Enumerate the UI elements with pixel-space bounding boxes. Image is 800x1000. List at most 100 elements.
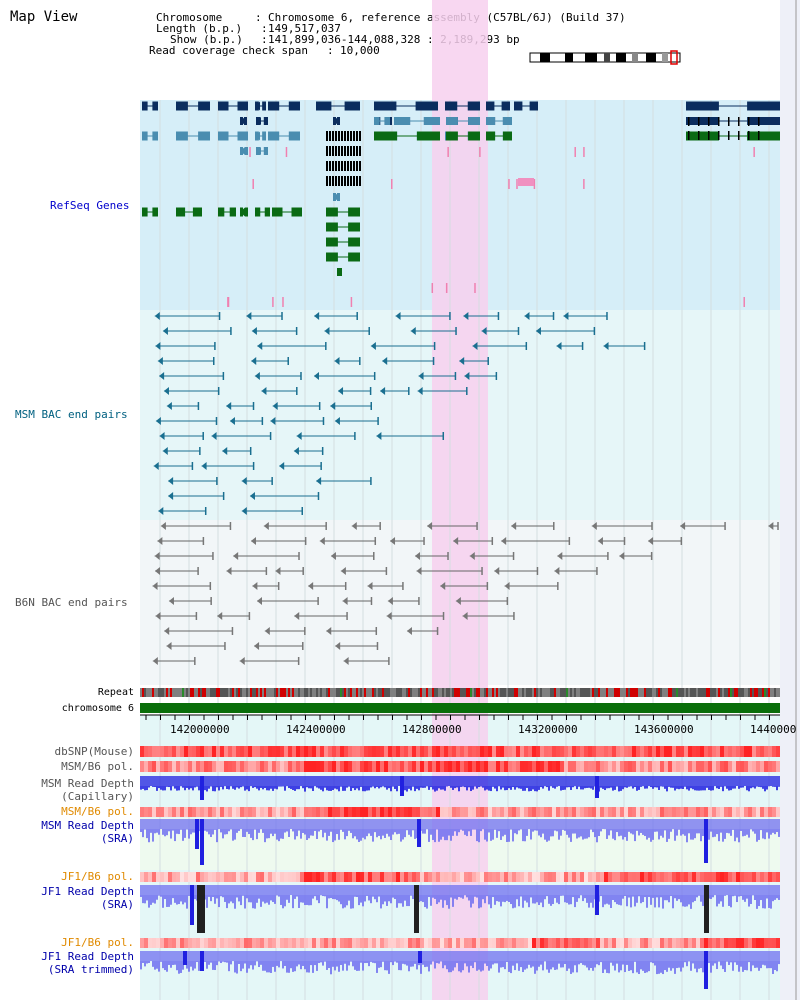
- bac-end-pair[interactable]: [241, 477, 273, 485]
- bac-end-pair[interactable]: [257, 597, 319, 605]
- bac-end-pair[interactable]: [464, 372, 498, 380]
- gene-feature[interactable]: [326, 207, 360, 217]
- bac-end-pair[interactable]: [427, 522, 478, 530]
- gene-small-feature[interactable]: [474, 283, 476, 293]
- bac-end-pair[interactable]: [263, 522, 327, 530]
- bac-end-pair[interactable]: [554, 567, 598, 575]
- bac-end-pair[interactable]: [324, 327, 370, 335]
- bac-end-pair[interactable]: [367, 582, 404, 590]
- gene-feature[interactable]: [326, 237, 360, 247]
- gene-small-feature[interactable]: [272, 297, 274, 307]
- bac-end-pair[interactable]: [160, 522, 232, 530]
- bac-end-pair[interactable]: [162, 447, 201, 455]
- refseq-genes-track[interactable]: [142, 101, 780, 308]
- bac-end-pair[interactable]: [619, 552, 653, 560]
- repeat-track[interactable]: [140, 688, 780, 697]
- bac-end-pair[interactable]: [155, 417, 218, 425]
- bac-end-pair[interactable]: [459, 357, 489, 365]
- bac-end-pair[interactable]: [535, 327, 596, 335]
- bac-end-pair[interactable]: [166, 402, 200, 410]
- gene-feature[interactable]: [486, 101, 510, 111]
- bac-end-pair[interactable]: [158, 507, 207, 515]
- bac-end-pair[interactable]: [453, 537, 494, 545]
- gene-feature[interactable]: [218, 101, 248, 111]
- bac-end-pair[interactable]: [603, 342, 646, 350]
- chromosome-bar[interactable]: [140, 703, 780, 713]
- bac-end-pair[interactable]: [330, 402, 372, 410]
- gene-feature[interactable]: [514, 101, 538, 111]
- gene-feature[interactable]: [218, 131, 248, 141]
- bac-end-pair[interactable]: [251, 357, 289, 365]
- gene-feature[interactable]: [374, 117, 390, 125]
- bac-end-pair[interactable]: [272, 402, 321, 410]
- bac-end-pair[interactable]: [351, 522, 381, 530]
- gene-small-feature[interactable]: [518, 178, 534, 186]
- bac-end-pair[interactable]: [314, 312, 358, 320]
- bac-end-pair[interactable]: [382, 357, 435, 365]
- gene-feature[interactable]: [394, 117, 440, 125]
- gene-small-feature[interactable]: [753, 147, 755, 157]
- bac-end-pair[interactable]: [155, 342, 216, 350]
- gene-feature[interactable]: [255, 131, 266, 141]
- refseq-genes-label[interactable]: RefSeq Genes: [50, 199, 129, 212]
- bac-end-pair[interactable]: [387, 597, 420, 605]
- bac-end-pair[interactable]: [340, 567, 388, 575]
- bac-end-pair[interactable]: [390, 537, 425, 545]
- gene-small-feature[interactable]: [743, 297, 745, 307]
- bac-end-pair[interactable]: [597, 537, 626, 545]
- bac-end-pair[interactable]: [296, 432, 356, 440]
- gene-feature[interactable]: [326, 146, 361, 156]
- gene-small-feature[interactable]: [508, 179, 510, 189]
- bac-end-pair[interactable]: [155, 612, 198, 620]
- bac-end-pair[interactable]: [261, 387, 298, 395]
- gene-feature[interactable]: [374, 101, 438, 111]
- msm-b6-pol-label[interactable]: MSM/B6 pol.: [61, 760, 134, 773]
- bac-end-pair[interactable]: [462, 612, 515, 620]
- bac-end-pair[interactable]: [418, 372, 457, 380]
- gene-feature[interactable]: [374, 131, 440, 141]
- gene-feature[interactable]: [333, 117, 340, 125]
- gene-feature[interactable]: [218, 207, 236, 217]
- gene-small-feature[interactable]: [431, 283, 434, 293]
- gene-feature[interactable]: [326, 176, 361, 186]
- msm-b6-pol-label-2[interactable]: MSM/B6 pol.: [61, 805, 134, 818]
- bac-end-pair[interactable]: [326, 627, 378, 635]
- b6n-bac-end-pairs-track[interactable]: [152, 522, 779, 665]
- gene-small-feature[interactable]: [479, 147, 481, 157]
- bac-end-pair[interactable]: [591, 522, 653, 530]
- gene-small-feature[interactable]: [447, 147, 449, 157]
- gene-feature[interactable]: [142, 207, 158, 217]
- gene-small-feature[interactable]: [249, 147, 251, 157]
- heatmap-tracks[interactable]: [140, 746, 780, 948]
- bac-end-pair[interactable]: [254, 372, 302, 380]
- bac-end-pair[interactable]: [504, 582, 559, 590]
- bac-end-pair[interactable]: [294, 612, 348, 620]
- bac-end-pair[interactable]: [159, 372, 225, 380]
- bac-end-pair[interactable]: [335, 642, 379, 650]
- bac-end-pair[interactable]: [241, 507, 303, 515]
- bac-end-pair[interactable]: [211, 432, 272, 440]
- bac-end-pair[interactable]: [440, 582, 489, 590]
- bac-end-pair[interactable]: [481, 327, 520, 335]
- bac-end-pair[interactable]: [251, 327, 298, 335]
- jf1-b6-pol-label-2[interactable]: JF1/B6 pol.: [61, 936, 134, 949]
- bac-end-pair[interactable]: [162, 327, 232, 335]
- gene-feature[interactable]: [326, 252, 360, 262]
- bac-end-pair[interactable]: [343, 657, 390, 665]
- read-depth-tracks[interactable]: [140, 776, 780, 989]
- gene-feature[interactable]: [255, 101, 266, 111]
- bac-end-pair[interactable]: [168, 477, 218, 485]
- bac-end-pair[interactable]: [406, 627, 439, 635]
- bac-end-pair[interactable]: [334, 417, 379, 425]
- bac-end-pair[interactable]: [164, 627, 234, 635]
- bac-end-pair[interactable]: [338, 387, 372, 395]
- bac-end-pair[interactable]: [226, 402, 255, 410]
- bac-end-pair[interactable]: [386, 612, 445, 620]
- gene-feature[interactable]: [176, 131, 210, 141]
- bac-end-pair[interactable]: [279, 462, 322, 470]
- gene-small-feature[interactable]: [583, 147, 585, 157]
- gene-small-feature[interactable]: [252, 179, 254, 189]
- bac-end-pair[interactable]: [226, 567, 268, 575]
- bac-end-pair[interactable]: [469, 552, 515, 560]
